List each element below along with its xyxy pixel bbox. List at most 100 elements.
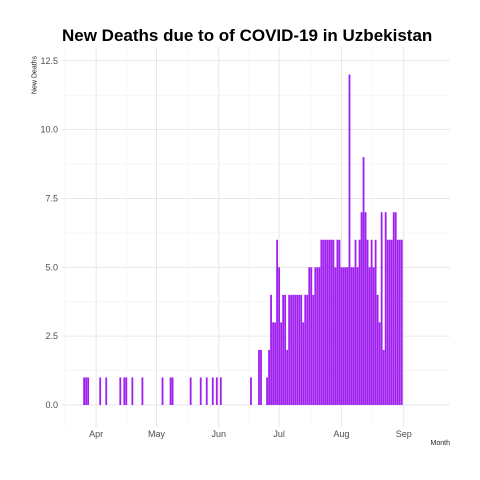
bar xyxy=(205,377,208,405)
bar xyxy=(362,157,365,405)
bar xyxy=(278,267,281,405)
bar xyxy=(388,239,391,405)
bar xyxy=(348,74,351,405)
bar xyxy=(346,267,349,405)
bar xyxy=(260,349,262,405)
bar xyxy=(386,239,389,405)
bar xyxy=(300,294,303,405)
bar xyxy=(302,322,305,405)
bar xyxy=(400,239,403,405)
bar xyxy=(372,267,375,405)
bar xyxy=(332,239,335,405)
y-tick-label: 0.0 xyxy=(45,400,58,410)
bar xyxy=(398,239,401,405)
bar xyxy=(199,377,202,405)
bar xyxy=(87,377,90,405)
bar xyxy=(161,377,164,405)
bar xyxy=(352,267,355,405)
bar xyxy=(318,267,321,405)
bar xyxy=(298,294,301,405)
x-tick-label: Apr xyxy=(89,429,103,439)
x-tick-label: Jul xyxy=(273,429,285,439)
bar xyxy=(340,267,343,405)
bar xyxy=(382,349,385,405)
bar xyxy=(250,377,252,405)
bar xyxy=(274,322,277,405)
bar xyxy=(288,294,291,405)
bar xyxy=(360,212,363,405)
bar xyxy=(366,239,369,405)
bar xyxy=(280,322,283,405)
bar xyxy=(119,377,122,405)
bar xyxy=(338,239,341,405)
y-tick-label: 10.0 xyxy=(40,125,58,135)
bar xyxy=(322,239,325,405)
bar xyxy=(169,377,172,405)
bar xyxy=(83,377,86,405)
bar xyxy=(171,377,174,405)
bar xyxy=(292,294,295,405)
bar xyxy=(270,294,272,405)
bar xyxy=(141,377,144,405)
bar xyxy=(308,267,311,405)
bar xyxy=(306,294,309,405)
bar xyxy=(312,294,315,405)
bar xyxy=(330,239,333,405)
bar xyxy=(304,294,307,405)
y-tick-label: 5.0 xyxy=(45,262,58,272)
bar xyxy=(378,322,381,405)
bar xyxy=(370,239,373,405)
bar xyxy=(131,377,134,405)
bar xyxy=(342,267,345,405)
bar xyxy=(290,294,293,405)
x-tick-label: Aug xyxy=(333,429,349,439)
chart-title: New Deaths due to of COVID-19 in Uzbekis… xyxy=(62,26,433,45)
bar xyxy=(396,239,399,405)
bar xyxy=(324,239,327,405)
x-tick-label: May xyxy=(148,429,166,439)
bar xyxy=(326,239,329,405)
bar xyxy=(105,377,108,405)
bar xyxy=(380,212,383,405)
bar xyxy=(85,377,88,405)
bar xyxy=(284,294,287,405)
x-tick-label: Jun xyxy=(212,429,227,439)
bar xyxy=(123,377,126,405)
bar xyxy=(99,377,102,405)
bar xyxy=(368,267,371,405)
bar xyxy=(282,294,285,405)
bar xyxy=(272,322,274,405)
x-tick-label: Sep xyxy=(396,429,412,439)
x-axis-label: Month xyxy=(430,440,450,447)
bar xyxy=(219,377,222,405)
bar xyxy=(374,239,377,405)
bar xyxy=(336,239,339,405)
bar xyxy=(286,349,289,405)
bar xyxy=(392,212,395,405)
bar xyxy=(310,267,313,405)
y-tick-label: 12.5 xyxy=(40,56,58,66)
bar xyxy=(350,267,353,405)
bar xyxy=(344,267,347,405)
bar xyxy=(189,377,192,405)
bar xyxy=(364,212,367,405)
bar xyxy=(376,294,379,405)
bar xyxy=(356,267,359,405)
bar xyxy=(294,294,297,405)
bar xyxy=(328,239,331,405)
bar xyxy=(390,239,393,405)
bar xyxy=(316,267,319,405)
bar xyxy=(276,239,279,405)
bar xyxy=(125,377,128,405)
bar xyxy=(320,239,323,405)
bar xyxy=(384,212,387,405)
y-tick-label: 2.5 xyxy=(45,331,58,341)
bar xyxy=(268,349,270,405)
bar xyxy=(394,212,397,405)
bar xyxy=(334,267,337,405)
bar xyxy=(215,377,218,405)
bar xyxy=(296,294,299,405)
bar xyxy=(258,349,260,405)
